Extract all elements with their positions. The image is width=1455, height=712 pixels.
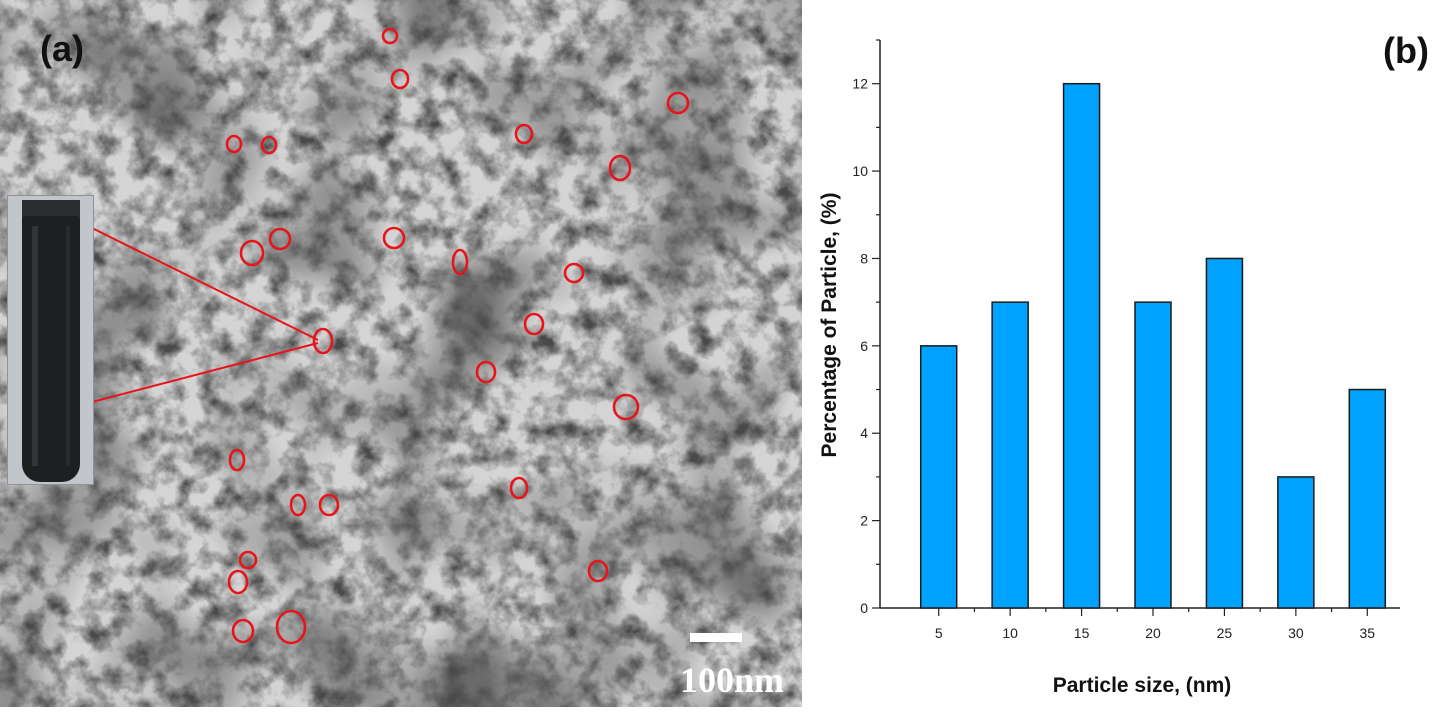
- panel-label-a: (a): [40, 28, 84, 69]
- scale-bar-label: 100nm: [680, 660, 785, 700]
- y-tick-label: 4: [860, 425, 868, 441]
- tem-image: [0, 0, 802, 707]
- histogram-panel: 0 2 4 6 8 10 12 5 10 15 20 25 30 35 Particle size, (…: [802, 0, 1455, 707]
- particle-marker: [318, 493, 340, 517]
- bar-30: [1277, 476, 1315, 609]
- bar-15: [1062, 82, 1101, 609]
- y-tick-label: 10: [852, 163, 868, 179]
- particle-marker: [275, 609, 307, 645]
- tem-micrograph-panel: 100nm (a): [0, 0, 802, 707]
- particle-marker: [381, 27, 399, 45]
- x-tick-label: 30: [1288, 625, 1304, 641]
- particle-marker: [231, 618, 255, 644]
- x-tick-label: 25: [1217, 625, 1233, 641]
- bar-25: [1205, 257, 1244, 609]
- y-axis-title: Percentage of Particle, (%): [818, 193, 841, 458]
- y-axis: 0 2 4 6 8 10 12: [852, 39, 881, 616]
- x-tick-label: 15: [1074, 625, 1090, 641]
- y-tick-label: 6: [860, 338, 868, 354]
- particle-marker: [612, 393, 640, 421]
- particle-size-chart: 0 2 4 6 8 10 12 5 10 15 20 25 30 35 Particle size, (…: [818, 39, 1400, 697]
- bars: [919, 82, 1387, 609]
- bar-5: [919, 345, 958, 609]
- panel-label-b: (b): [1383, 30, 1429, 71]
- x-axis-title: Particle size, (nm): [1053, 674, 1232, 697]
- x-tick-label: 5: [935, 625, 943, 641]
- particle-marker: [475, 360, 497, 384]
- vial-photo-icon: [8, 196, 93, 484]
- particle-marker: [239, 239, 265, 267]
- callout-line-upper: [91, 227, 319, 341]
- callout-line-lower: [91, 342, 319, 403]
- particle-marker: [312, 327, 334, 355]
- bar-20: [1134, 301, 1172, 609]
- particle-marker: [451, 248, 469, 276]
- particle-marker: [238, 550, 258, 570]
- particle-marker: [228, 448, 246, 472]
- bar-35: [1348, 388, 1387, 609]
- particle-marker: [666, 91, 690, 115]
- particle-marker: [608, 154, 632, 182]
- particle-marker: [390, 68, 410, 90]
- particle-marker: [514, 123, 534, 145]
- particle-marker: [382, 226, 406, 250]
- particle-marker: [523, 312, 545, 336]
- particle-marker: [587, 559, 609, 583]
- x-tick-label: 20: [1145, 625, 1161, 641]
- y-tick-label: 8: [860, 250, 868, 266]
- particle-marker: [225, 134, 243, 154]
- particle-marker: [563, 262, 585, 284]
- x-axis: 5 10 15 20 25 30 35: [880, 607, 1400, 641]
- x-tick-label: 35: [1359, 625, 1375, 641]
- particle-markers: [225, 27, 690, 645]
- scale-bar: [690, 633, 742, 642]
- bar-10: [991, 301, 1029, 609]
- y-tick-label: 2: [860, 513, 868, 529]
- particle-marker: [268, 227, 292, 251]
- particle-marker: [509, 476, 529, 500]
- y-tick-label: 12: [852, 76, 868, 92]
- y-tick-label: 0: [860, 600, 868, 616]
- x-tick-label: 10: [1002, 625, 1018, 641]
- particle-marker: [227, 569, 249, 595]
- particle-marker: [260, 135, 278, 155]
- particle-marker: [289, 493, 307, 517]
- vial-photo-inset: [7, 195, 94, 485]
